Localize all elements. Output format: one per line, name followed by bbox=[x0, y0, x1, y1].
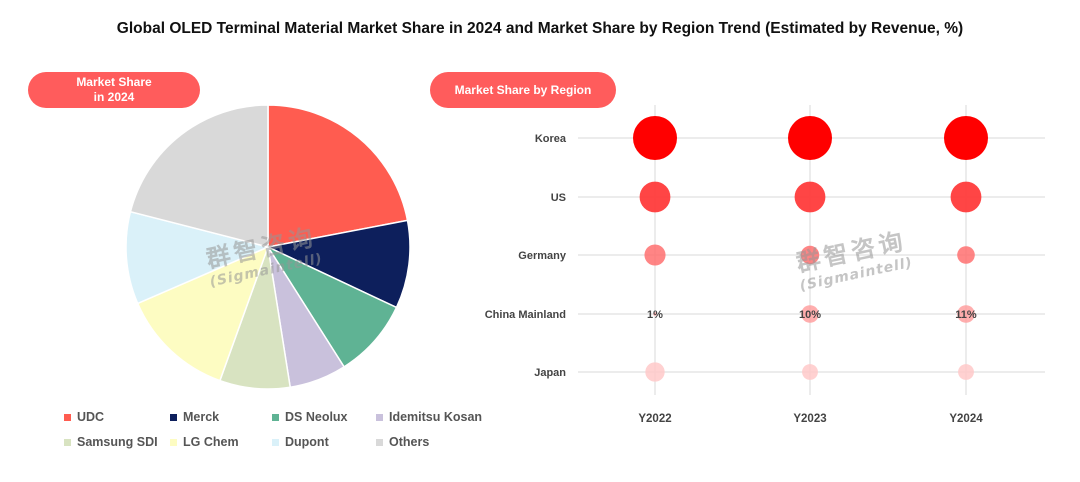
bubble-us-y2023 bbox=[794, 181, 826, 213]
x-tick-y2022: Y2022 bbox=[638, 413, 671, 425]
bubble-japan-y2022 bbox=[645, 362, 665, 382]
bubble-label-china-mainland-y2024: 11% bbox=[955, 309, 977, 321]
legend-label: Dupont bbox=[285, 435, 329, 449]
row-label-korea: Korea bbox=[535, 133, 567, 145]
row-label-japan: Japan bbox=[534, 367, 566, 379]
bubble-label-china-mainland-y2022: 1% bbox=[647, 309, 663, 321]
row-label-germany: Germany bbox=[518, 250, 567, 262]
pie-panel-label-line1: Market Share bbox=[76, 75, 152, 89]
bubble-japan-y2024 bbox=[958, 364, 974, 380]
row-label-china-mainland: China Mainland bbox=[485, 309, 566, 321]
chart-title: Global OLED Terminal Material Market Sha… bbox=[116, 20, 964, 37]
row-label-us: US bbox=[551, 192, 566, 204]
pie-slice-lg-chem bbox=[136, 245, 270, 382]
bubble-korea-y2022 bbox=[633, 116, 677, 160]
legend-label: Merck bbox=[183, 410, 220, 424]
legend-item-lg-chem: LG Chem bbox=[170, 435, 239, 449]
legend-label: Idemitsu Kosan bbox=[389, 410, 483, 424]
legend-swatch bbox=[272, 438, 279, 446]
x-tick-y2023: Y2023 bbox=[793, 413, 826, 425]
legend-swatch bbox=[376, 438, 383, 446]
bubble-korea-y2024 bbox=[944, 116, 988, 160]
bubble-china-mainland-y2022 bbox=[653, 312, 657, 316]
legend-swatch bbox=[64, 438, 71, 446]
legend-swatch bbox=[272, 413, 279, 421]
legend-item-others: Others bbox=[376, 435, 429, 449]
legend-item-samsung-sdi: Samsung SDI bbox=[64, 435, 158, 449]
legend-label: DS Neolux bbox=[285, 410, 348, 424]
pie-slice-ds-neolux bbox=[265, 245, 398, 368]
bubble-us-y2022 bbox=[639, 181, 671, 213]
legend-swatch bbox=[170, 438, 177, 446]
legend-swatch bbox=[170, 413, 177, 421]
x-tick-y2024: Y2024 bbox=[949, 413, 983, 425]
bubble-us-y2024 bbox=[950, 181, 982, 213]
bubble-germany-y2023 bbox=[800, 245, 820, 265]
legend-swatch bbox=[64, 413, 71, 421]
bubble-japan-y2023 bbox=[802, 364, 818, 380]
pie-panel-label: Market Share in 2024 bbox=[28, 72, 200, 108]
legend-label: Samsung SDI bbox=[77, 435, 158, 449]
legend-item-ds-neolux: DS Neolux bbox=[272, 410, 348, 424]
bubble-label-china-mainland-y2023: 10% bbox=[799, 309, 821, 321]
pie-slice-others bbox=[129, 104, 269, 248]
pie-panel-label-line2: in 2024 bbox=[93, 90, 135, 104]
region-panel-label: Market Share by Region bbox=[430, 72, 616, 108]
pie-slice-dupont bbox=[125, 210, 271, 305]
pie-slice-merck bbox=[265, 219, 411, 309]
legend-label: UDC bbox=[77, 410, 105, 424]
legend-label: LG Chem bbox=[183, 435, 239, 449]
bubble-germany-y2024 bbox=[957, 246, 975, 264]
bubble-china-mainland-y2023 bbox=[801, 305, 819, 323]
bubble-korea-y2023 bbox=[788, 116, 832, 160]
pie-slice-udc bbox=[267, 104, 409, 248]
legend-item-idemitsu-kosan: Idemitsu Kosan bbox=[376, 410, 482, 424]
legend-item-merck: Merck bbox=[170, 410, 219, 424]
legend-item-udc: UDC bbox=[64, 410, 104, 424]
legend-item-dupont: Dupont bbox=[272, 435, 329, 449]
bubble-china-mainland-y2024 bbox=[957, 305, 975, 323]
legend-label: Others bbox=[389, 435, 430, 449]
legend-swatch bbox=[376, 413, 383, 421]
bubble-germany-y2022 bbox=[644, 244, 666, 266]
